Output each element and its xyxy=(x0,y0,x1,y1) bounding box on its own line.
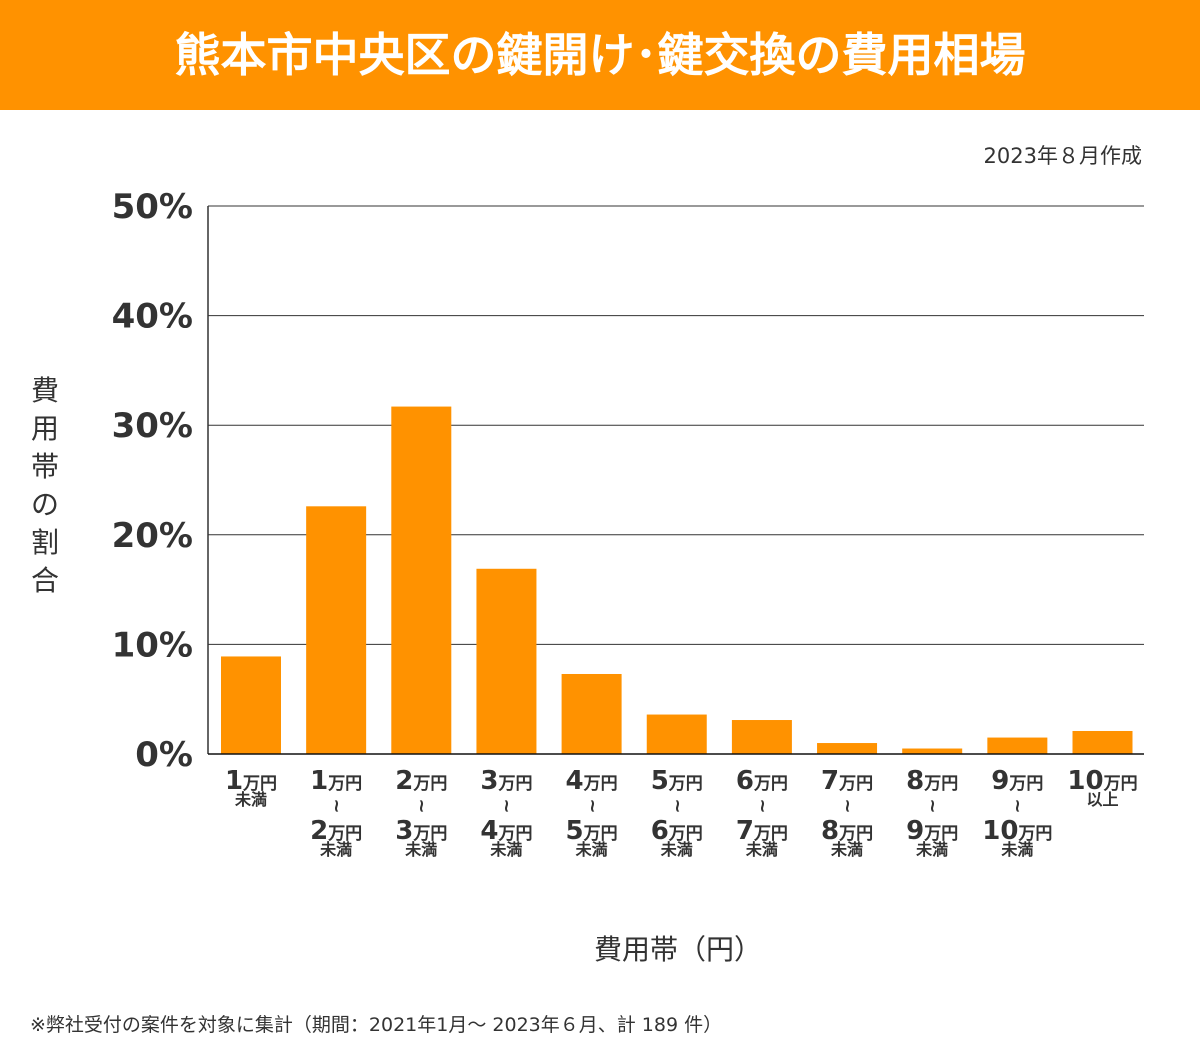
y-tick-label: 50% xyxy=(112,187,193,227)
x-tick-range-sep: ~ xyxy=(922,798,944,814)
date-note: 2023年８月作成 xyxy=(983,144,1142,168)
bar xyxy=(817,743,878,754)
x-tick-label: 5万円 ~6万円 未満 xyxy=(637,768,717,860)
x-tick-qualifier: 未満 xyxy=(745,840,778,859)
footnote: ※弊社受付の案件を対象に集計（期間：2021年1月～ 2023年６月、計 189… xyxy=(30,1014,723,1036)
x-tick-label: 7万円 ~8万円 未満 xyxy=(807,768,887,860)
x-tick-range-sep: ~ xyxy=(411,798,433,814)
x-tick-amount: 3万円 xyxy=(395,816,448,846)
bar xyxy=(1072,730,1133,754)
bar xyxy=(561,673,622,754)
x-tick-label: 4万円 ~5万円 未満 xyxy=(552,768,632,860)
y-tick-label: 20% xyxy=(112,516,193,556)
x-tick-label: 10万円 以上 xyxy=(1063,768,1143,810)
x-tick-amount: 4万円 xyxy=(565,766,618,796)
y-tick-label: 30% xyxy=(112,406,193,446)
x-tick-range-sep: ~ xyxy=(837,798,859,814)
x-tick-amount: 5万円 xyxy=(650,766,703,796)
y-axis-label: 費用帯の割合 xyxy=(30,374,59,597)
x-tick-range-sep: ~ xyxy=(751,798,773,814)
chart-title: 熊本市中央区の鍵開け･鍵交換の費用相場 xyxy=(0,0,1200,110)
x-tick-amount: 9万円 xyxy=(991,766,1044,796)
x-tick-qualifier: 未満 xyxy=(660,840,693,859)
x-tick-qualifier: 未満 xyxy=(1001,840,1034,859)
x-tick-amount: 10万円 xyxy=(982,816,1053,846)
x-tick-range-sep: ~ xyxy=(666,798,688,814)
x-tick-amount: 1万円 xyxy=(224,766,278,796)
x-tick-qualifier: 未満 xyxy=(916,840,949,859)
x-tick-qualifier: 以上 xyxy=(1086,790,1119,809)
x-tick-label: 6万円 ~7万円 未満 xyxy=(722,768,802,860)
x-tick-amount: 6万円 xyxy=(650,816,703,846)
x-tick-qualifier: 未満 xyxy=(320,840,353,859)
x-tick-amount: 5万円 xyxy=(565,816,618,846)
bar xyxy=(987,737,1048,754)
x-tick-qualifier: 未満 xyxy=(575,840,608,859)
bar xyxy=(731,720,792,754)
x-tick-amount: 7万円 xyxy=(821,766,874,796)
x-tick-range-sep: ~ xyxy=(1007,798,1029,814)
x-tick-range-sep: ~ xyxy=(496,798,518,814)
bar xyxy=(391,406,452,754)
y-tick-label: 10% xyxy=(112,625,193,665)
x-tick-amount: 3万円 xyxy=(480,766,533,796)
y-tick-label: 40% xyxy=(112,297,193,337)
x-tick-label: 9万円 ~10万円 未満 xyxy=(977,768,1057,860)
x-tick-label: 1万円 未満 xyxy=(211,768,291,810)
x-tick-qualifier: 未満 xyxy=(831,840,864,859)
x-tick-label: 2万円 ~3万円 未満 xyxy=(381,768,461,860)
x-tick-qualifier: 未満 xyxy=(234,790,267,809)
x-tick-amount: 2万円 xyxy=(395,766,448,796)
x-tick-amount: 6万円 xyxy=(735,766,788,796)
x-tick-label: 3万円 ~4万円 未満 xyxy=(466,768,546,860)
bar xyxy=(902,748,963,754)
x-tick-amount: 8万円 xyxy=(821,816,874,846)
bar xyxy=(306,506,367,754)
x-tick-amount: 9万円 xyxy=(906,816,959,846)
x-tick-range-sep: ~ xyxy=(581,798,603,814)
x-tick-label: 8万円 ~9万円 未満 xyxy=(892,768,972,860)
x-tick-label: 1万円 ~2万円 未満 xyxy=(296,768,376,860)
bar xyxy=(476,568,537,754)
x-axis-label: 費用帯（円） xyxy=(593,933,762,966)
bar xyxy=(221,656,281,754)
x-tick-range-sep: ~ xyxy=(326,798,348,814)
x-tick-qualifier: 未満 xyxy=(490,840,523,859)
x-tick-amount: 1万円 xyxy=(310,766,363,796)
x-tick-amount: 4万円 xyxy=(480,816,533,846)
x-tick-amount: 7万円 xyxy=(735,816,788,846)
y-tick-label: 0% xyxy=(135,735,193,775)
x-tick-amount: 8万円 xyxy=(906,766,959,796)
x-tick-amount: 10万円 xyxy=(1067,766,1138,796)
bar xyxy=(646,714,707,754)
x-tick-amount: 2万円 xyxy=(310,816,363,846)
x-tick-qualifier: 未満 xyxy=(405,840,438,859)
